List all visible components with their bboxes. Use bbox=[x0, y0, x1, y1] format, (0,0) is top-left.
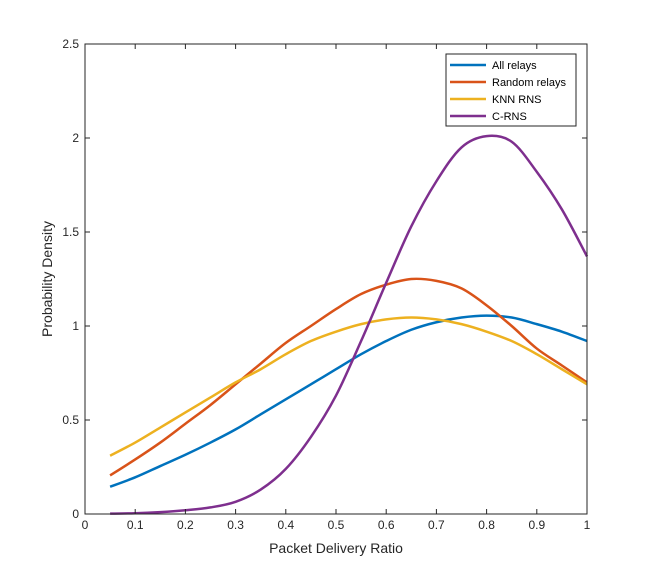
legend-label: All relays bbox=[492, 60, 537, 72]
x-tick-label: 0.6 bbox=[378, 518, 395, 532]
x-tick-label: 0.3 bbox=[227, 518, 244, 532]
x-tick-label: 0.4 bbox=[277, 518, 294, 532]
legend[interactable]: All relays Random relays KNN RNS C-RNS bbox=[445, 53, 577, 127]
x-axis-label: Packet Delivery Ratio bbox=[269, 540, 403, 556]
x-tick-label: 0.5 bbox=[328, 518, 345, 532]
legend-item-all-relays[interactable]: All relays bbox=[450, 60, 537, 72]
legend-label: Random relays bbox=[492, 77, 566, 89]
series-line-all-relays bbox=[109, 314, 588, 488]
y-tick-label: 0 bbox=[72, 507, 79, 521]
y-tick-label: 0.5 bbox=[62, 413, 79, 427]
y-tick-label: 1 bbox=[72, 319, 79, 333]
x-tick-label: 0.1 bbox=[127, 518, 144, 532]
x-tick-label: 1 bbox=[584, 518, 591, 532]
x-tick-label: 0.9 bbox=[528, 518, 545, 532]
series-line-knn-rns bbox=[109, 316, 588, 457]
legend-item-random-relays[interactable]: Random relays bbox=[450, 77, 566, 89]
legend-item-c-rns[interactable]: C-RNS bbox=[450, 111, 527, 123]
y-tick-label: 2 bbox=[72, 131, 79, 145]
series-line-random-relays bbox=[109, 277, 588, 477]
y-tick-label: 2.5 bbox=[62, 37, 79, 51]
legend-label: KNN RNS bbox=[492, 94, 542, 106]
x-tick-label: 0.7 bbox=[428, 518, 445, 532]
y-axis-ticks: 0 0.5 1 1.5 2 2.5 bbox=[62, 37, 587, 521]
plot-lines bbox=[109, 134, 589, 515]
x-tick-label: 0.8 bbox=[478, 518, 495, 532]
legend-label: C-RNS bbox=[492, 111, 527, 123]
x-tick-label: 0.2 bbox=[177, 518, 194, 532]
y-axis-label: Probability Density bbox=[39, 221, 55, 337]
y-tick-label: 1.5 bbox=[62, 225, 79, 239]
series-line-c-rns bbox=[110, 134, 589, 515]
x-tick-label: 0 bbox=[82, 518, 89, 532]
legend-item-knn-rns[interactable]: KNN RNS bbox=[450, 94, 542, 106]
x-axis-ticks: 0 0.1 0.2 0.3 0.4 0.5 0.6 0.7 0.8 0.9 1 bbox=[82, 44, 591, 532]
